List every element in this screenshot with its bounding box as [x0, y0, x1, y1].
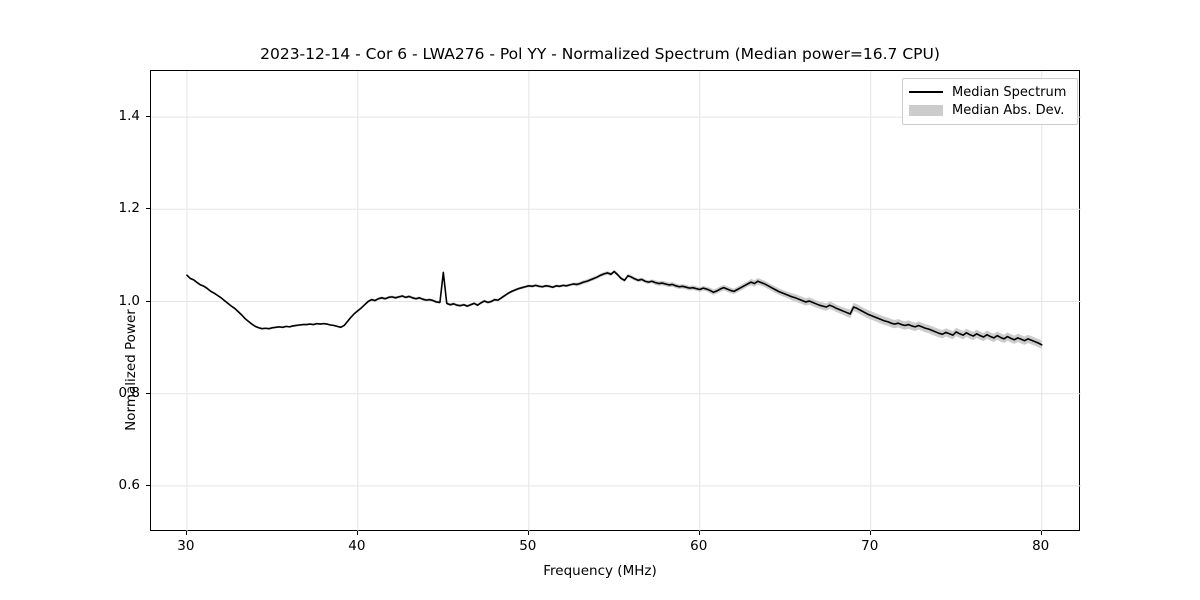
- legend-item-median-spectrum: Median Spectrum: [909, 83, 1071, 101]
- y-axis-label: Normalized Power: [123, 309, 139, 431]
- x-tick-label: 80: [1032, 538, 1050, 554]
- x-tick-mark: [698, 531, 700, 535]
- legend-box: Median Spectrum Median Abs. Dev.: [902, 78, 1078, 125]
- legend-item-median-abs-dev: Median Abs. Dev.: [909, 101, 1071, 119]
- plot-svg: [151, 71, 1081, 532]
- legend-label-median-abs-dev: Median Abs. Dev.: [952, 102, 1065, 118]
- y-tick-label: 0.6: [118, 476, 140, 493]
- y-tick-label: 1.0: [118, 292, 140, 309]
- y-tick-mark: [146, 484, 150, 486]
- x-tick-mark: [356, 531, 358, 535]
- legend-label-median-spectrum: Median Spectrum: [952, 84, 1067, 100]
- x-tick-label: 70: [861, 538, 879, 554]
- x-tick-mark: [869, 531, 871, 535]
- x-tick-mark: [1040, 531, 1042, 535]
- x-tick-label: 40: [348, 538, 366, 554]
- legend-patch-swatch-icon: [909, 104, 943, 116]
- plot-area: [150, 70, 1081, 532]
- y-tick-mark: [146, 392, 150, 394]
- x-tick-mark: [185, 531, 187, 535]
- y-tick-mark: [146, 300, 150, 302]
- x-tick-mark: [527, 531, 529, 535]
- y-tick-mark: [146, 208, 150, 210]
- median-abs-dev-band: [186, 269, 1042, 349]
- median-spectrum-line: [186, 270, 1043, 346]
- y-tick-label: 1.4: [118, 108, 140, 125]
- y-tick-label: 1.2: [118, 200, 140, 217]
- x-tick-label: 30: [177, 538, 195, 554]
- gridlines: [151, 71, 1081, 532]
- x-axis-label: Frequency (MHz): [543, 563, 657, 579]
- y-tick-label: 0.8: [118, 384, 140, 401]
- x-tick-label: 50: [519, 538, 537, 554]
- chart-title: 2023-12-14 - Cor 6 - LWA276 - Pol YY - N…: [260, 45, 940, 63]
- legend-line-swatch-icon: [909, 86, 943, 98]
- x-tick-label: 60: [690, 538, 708, 554]
- y-tick-mark: [146, 116, 150, 118]
